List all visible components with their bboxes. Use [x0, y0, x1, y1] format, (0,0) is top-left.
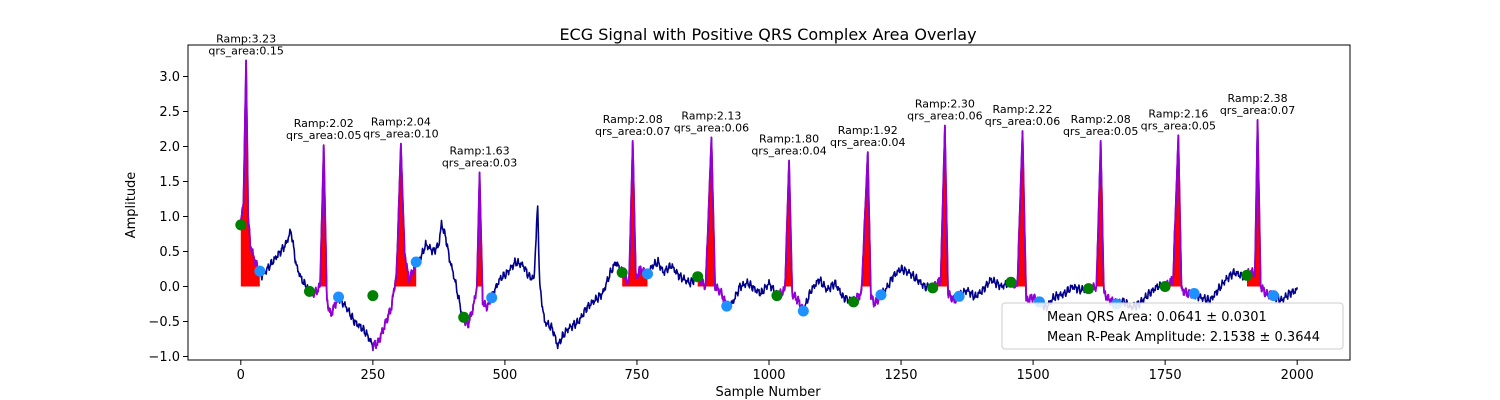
qrs-area-fill: [697, 137, 727, 287]
qrs-offset-point: [953, 290, 965, 302]
qrs-segment-line: [462, 171, 493, 329]
qrs-area-label: qrs_area:0.15: [208, 44, 283, 57]
qrs-area-label: qrs_area:0.03: [442, 156, 517, 169]
qrs-onset-point: [1241, 269, 1253, 281]
legend-entry-r-peak: Mean R-Peak Amplitude: 2.1538 ± 0.3644: [1047, 330, 1320, 345]
legend-entry-qrs-area: Mean QRS Area: 0.0641 ± 0.0301: [1047, 310, 1267, 325]
y-tick-label: 1.0: [159, 210, 180, 225]
x-tick-label: 750: [625, 368, 650, 383]
qrs-area-label: qrs_area:0.06: [985, 115, 1060, 128]
qrs-offset-point: [486, 292, 498, 304]
qrs-area-fill: [853, 152, 881, 287]
qrs-area-label: qrs_area:0.04: [830, 136, 905, 149]
y-tick-label: −0.5: [148, 315, 180, 330]
x-tick-label: 1750: [1149, 368, 1182, 383]
x-axis: 0 250 500 750 1000 1250 1500 1750 2000: [237, 360, 1314, 383]
r-peak-amplitude-label: Ramp:3.23: [216, 32, 276, 45]
x-tick-label: 1000: [752, 368, 785, 383]
x-tick-label: 0: [237, 368, 245, 383]
qrs-offset-point: [333, 291, 345, 303]
qrs-segment-line: [372, 142, 418, 351]
chart-title: ECG Signal with Positive QRS Complex Are…: [559, 25, 976, 44]
marker-layer: [235, 219, 1279, 323]
y-tick-label: −1.0: [148, 350, 180, 365]
qrs-offset-point: [721, 300, 733, 312]
legend: Mean QRS Area: 0.0641 ± 0.0301 Mean R-Pe…: [1001, 302, 1344, 350]
qrs-area-label: qrs_area:0.05: [1141, 119, 1216, 132]
r-peak-amplitude-label: Ramp:2.08: [1071, 113, 1131, 126]
legend-box: [1001, 302, 1344, 350]
qrs-onset-point: [692, 271, 704, 283]
x-tick-label: 2000: [1281, 368, 1314, 383]
x-tick-label: 250: [360, 368, 385, 383]
y-axis: −1.0 −0.5 0.0 0.5 1.0 1.5 2.0 2.5 3.0: [148, 70, 188, 365]
annotation-layer: Ramp:3.23qrs_area:0.15Ramp:2.02qrs_area:…: [208, 32, 1295, 169]
r-peak-amplitude-label: Ramp:2.02: [294, 117, 354, 130]
r-peak-amplitude-label: Ramp:2.08: [603, 113, 663, 126]
qrs-onset-point: [458, 311, 470, 323]
qrs-onset-point: [1005, 276, 1017, 288]
qrs-segment-line: [1010, 130, 1041, 306]
qrs-segment-line: [776, 159, 804, 313]
r-peak-amplitude-label: Ramp:2.04: [371, 116, 431, 129]
qrs-segment-line: [239, 59, 261, 274]
qrs-onset-point: [235, 219, 247, 231]
y-tick-label: 2.5: [159, 105, 180, 120]
qrs-offset-point: [642, 268, 654, 280]
qrs-area-label: qrs_area:0.07: [595, 125, 670, 138]
qrs-offset-point: [1188, 288, 1200, 299]
qrs-area-label: qrs_area:0.04: [751, 145, 826, 158]
y-tick-label: 0.5: [159, 245, 180, 260]
qrs-offset-point: [875, 289, 887, 301]
qrs-onset-point: [1159, 281, 1171, 292]
qrs-offset-point: [254, 265, 266, 277]
qrs-area-label: qrs_area:0.05: [286, 129, 361, 142]
y-tick-label: 2.0: [159, 140, 180, 155]
r-peak-amplitude-label: Ramp:2.38: [1228, 92, 1288, 105]
plot-area: Ramp:3.23qrs_area:0.15Ramp:2.02qrs_area:…: [187, 32, 1351, 361]
r-peak-amplitude-label: Ramp:2.13: [681, 109, 741, 122]
qrs-onset-point: [367, 290, 379, 302]
y-tick-label: 0.0: [159, 280, 180, 295]
qrs-segment-line: [621, 140, 649, 286]
r-peak-amplitude-label: Ramp:2.22: [993, 103, 1053, 116]
qrs-onset-point: [1083, 283, 1095, 295]
qrs-offset-point: [1267, 290, 1279, 302]
qrs-offset-point: [410, 256, 422, 268]
qrs-area-fill: [372, 143, 417, 287]
y-tick-label: 3.0: [159, 70, 180, 85]
r-peak-amplitude-label: Ramp:1.80: [759, 133, 819, 146]
qrs-area-layer: [240, 60, 1274, 287]
qrs-area-fill: [309, 145, 339, 287]
x-tick-label: 1250: [884, 368, 917, 383]
r-peak-amplitude-label: Ramp:2.16: [1148, 107, 1208, 120]
x-axis-label: Sample Number: [715, 385, 821, 400]
qrs-area-label: qrs_area:0.10: [363, 128, 438, 141]
r-peak-amplitude-label: Ramp:1.63: [450, 144, 510, 157]
qrs-area-label: qrs_area:0.06: [674, 121, 749, 134]
y-tick-label: 1.5: [159, 175, 180, 190]
r-peak-amplitude-label: Ramp:1.92: [838, 124, 898, 137]
x-tick-label: 1500: [1017, 368, 1050, 383]
qrs-segment-line: [852, 151, 882, 308]
qrs-onset-point: [303, 285, 315, 297]
qrs-onset-point: [848, 296, 860, 308]
qrs-onset-point: [771, 290, 783, 302]
qrs-area-label: qrs_area:0.05: [1063, 125, 1138, 138]
qrs-offset-point: [797, 305, 809, 317]
y-axis-label: Amplitude: [124, 172, 139, 239]
r-peak-amplitude-label: Ramp:2.30: [915, 98, 975, 111]
qrs-area-label: qrs_area:0.06: [907, 110, 982, 123]
qrs-onset-point: [927, 282, 939, 294]
qrs-area-label: qrs_area:0.07: [1220, 104, 1295, 117]
qrs-onset-point: [616, 267, 628, 278]
x-tick-label: 500: [492, 368, 517, 383]
